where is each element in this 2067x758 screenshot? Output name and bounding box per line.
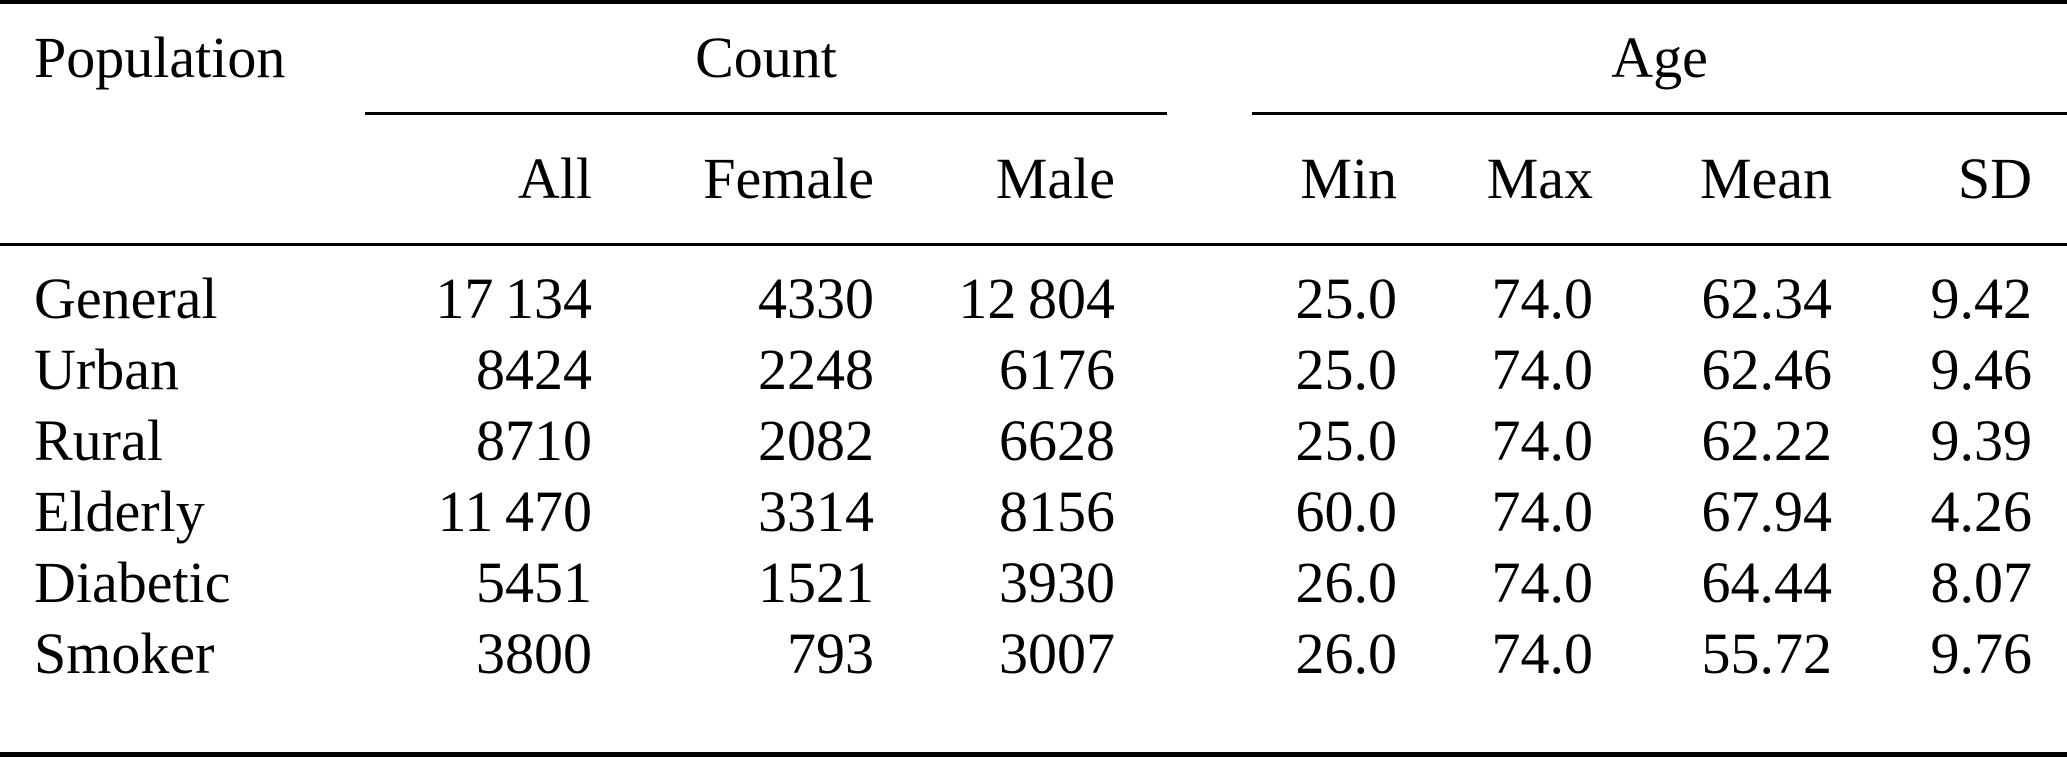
cell-count-female: 2082: [758, 408, 874, 474]
cell-population: Rural: [34, 408, 163, 474]
cell-count-female: 2248: [758, 337, 874, 403]
cell-count-male: 6628: [999, 408, 1116, 474]
spacer-cell: [1167, 477, 1252, 548]
cell-count-male: 6176: [999, 337, 1116, 403]
cell-count-male: 8156: [999, 479, 1116, 545]
cell-age-sd: 4.26: [1930, 479, 2033, 545]
column-header-female: Female: [605, 113, 885, 246]
table-row-general: General 17 134 4330 12 804 25.0 74.0 62.…: [0, 245, 2067, 336]
group-header-row: Population Count Age: [0, 2, 2067, 115]
cell-age-sd: 9.76: [1930, 621, 2033, 687]
spacer-cell: [1167, 406, 1252, 477]
spacer-cell: [1167, 335, 1252, 406]
table-row-rural: Rural 8710 2082 6628 25.0 74.0 62.22 9.3…: [0, 406, 2067, 477]
column-header-population: Population: [34, 25, 286, 91]
column-header-empty: [0, 113, 365, 246]
cell-age-mean: 67.94: [1701, 479, 1833, 545]
cell-count-all: 11 470: [437, 479, 592, 545]
cell-count-all: 8424: [476, 337, 592, 403]
column-header-row: All Female Male Min Max Mean SD: [0, 113, 2067, 246]
cell-age-min: 26.0: [1295, 550, 1398, 616]
group-header-count: Count: [365, 2, 1168, 115]
cell-age-min: 25.0: [1295, 408, 1398, 474]
cell-count-male: 3930: [999, 550, 1116, 616]
table-row-diabetic: Diabetic 5451 1521 3930 26.0 74.0 64.44 …: [0, 548, 2067, 619]
cell-age-sd: 9.46: [1930, 337, 2033, 403]
cell-population: General: [34, 266, 218, 332]
cell-age-min: 25.0: [1295, 266, 1398, 332]
cell-population: Diabetic: [34, 550, 231, 616]
cell-count-all: 5451: [476, 550, 592, 616]
cell-age-sd: 9.42: [1930, 266, 2033, 332]
cell-count-female: 793: [787, 621, 874, 687]
cell-age-sd: 8.07: [1930, 550, 2033, 616]
cell-count-all: 17 134: [435, 266, 592, 332]
cell-population: Elderly: [34, 479, 205, 545]
spacer-cell: [1167, 2, 1252, 114]
cell-age-mean: 55.72: [1701, 621, 1833, 687]
cell-age-mean: 62.46: [1701, 337, 1833, 403]
cell-age-max: 74.0: [1491, 550, 1594, 616]
column-header-min: Min: [1252, 113, 1421, 246]
cell-age-mean: 62.22: [1701, 408, 1833, 474]
column-header-max: Max: [1420, 113, 1616, 246]
cell-population: Urban: [34, 337, 179, 403]
cell-count-male: 3007: [999, 621, 1116, 687]
column-header-male: Male: [885, 113, 1168, 246]
spacer-cell: [1167, 113, 1253, 246]
table-row-smoker: Smoker 3800 793 3007 26.0 74.0 55.72 9.7…: [0, 619, 2067, 755]
cell-age-max: 74.0: [1491, 266, 1594, 332]
cell-age-min: 60.0: [1295, 479, 1398, 545]
cell-age-sd: 9.39: [1930, 408, 2033, 474]
cell-count-female: 1521: [758, 550, 874, 616]
column-header-all: All: [365, 113, 605, 246]
table-row-urban: Urban 8424 2248 6176 25.0 74.0 62.46 9.4…: [0, 335, 2067, 406]
cell-population: Smoker: [34, 621, 215, 687]
column-header-mean: Mean: [1615, 113, 1856, 246]
cell-age-max: 74.0: [1491, 337, 1594, 403]
cell-age-mean: 64.44: [1701, 550, 1833, 616]
spacer-cell: [1167, 619, 1252, 755]
cell-age-min: 26.0: [1295, 621, 1398, 687]
cell-count-female: 3314: [758, 479, 874, 545]
cell-age-mean: 62.34: [1701, 266, 1833, 332]
cell-count-all: 3800: [476, 621, 592, 687]
table-row-elderly: Elderly 11 470 3314 8156 60.0 74.0 67.94…: [0, 477, 2067, 548]
cell-age-min: 25.0: [1295, 337, 1398, 403]
spacer-cell: [1167, 548, 1252, 619]
cell-age-max: 74.0: [1491, 408, 1594, 474]
spacer-cell: [1167, 245, 1252, 336]
cell-count-all: 8710: [476, 408, 592, 474]
cell-age-max: 74.0: [1491, 479, 1594, 545]
cell-count-male: 12 804: [958, 266, 1116, 332]
group-header-age: Age: [1252, 2, 2067, 115]
cell-age-max: 74.0: [1491, 621, 1594, 687]
column-header-sd: SD: [1855, 113, 2067, 246]
cell-count-female: 4330: [758, 266, 874, 332]
